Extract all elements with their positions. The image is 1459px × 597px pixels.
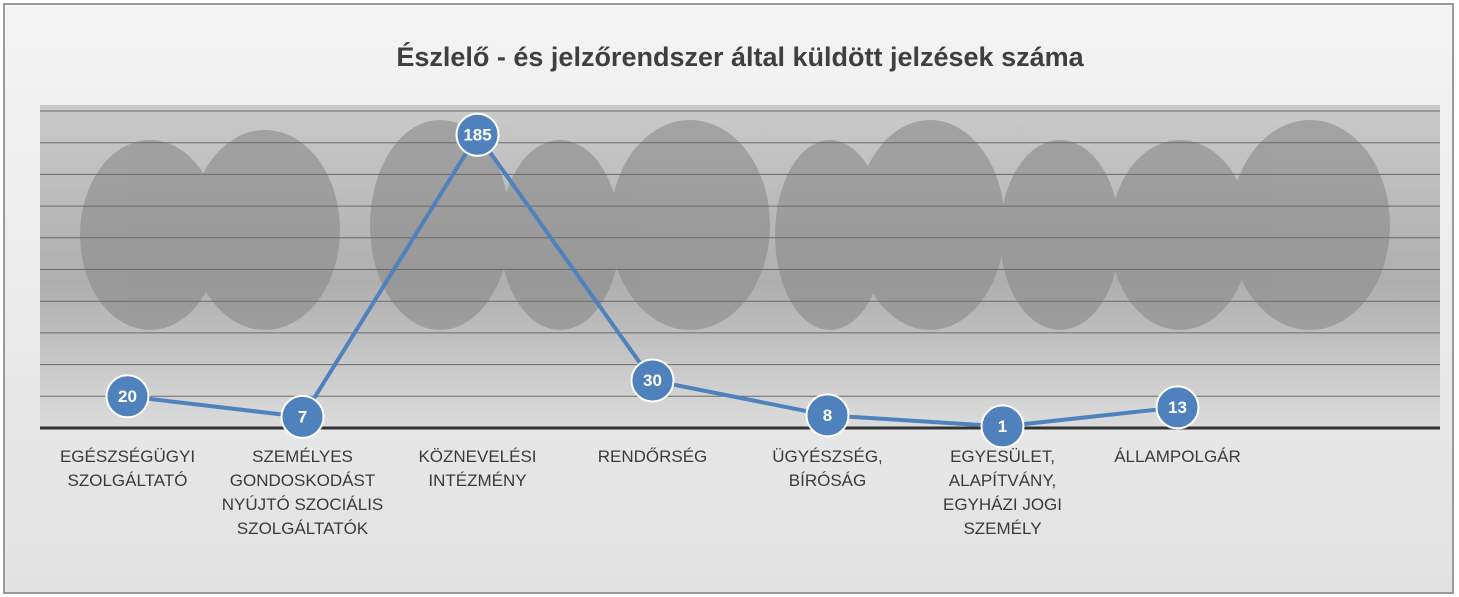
data-label: 8 [823,406,832,425]
data-label: 185 [463,125,491,144]
marker [630,358,675,403]
data-label: 7 [298,407,307,426]
x-tick-label: KÖZNEVELÉSI INTÉZMÉNY [418,447,537,490]
chart-title: Észlelő - és jelzőrendszer által küldött… [396,41,1084,72]
marker [980,404,1025,449]
marker [1155,385,1200,430]
marker [105,374,150,419]
x-tick-label: EGÉSZSÉGÜGYI SZOLGÁLTATÓ [59,447,196,490]
x-tick-label: RENDŐRSÉG [597,447,708,466]
data-label: 13 [1168,398,1187,417]
data-label: 30 [643,371,662,390]
x-tick-label: EGYESÜLET, ALAPÍTVÁNY, EGYHÁZI JOGI SZEM… [942,447,1063,538]
x-tick-label: SZEMÉLYES GONDOSKODÁST NYÚJTÓ SZOCIÁLIS … [221,447,384,538]
x-tick-label: ÁLLAMPOLGÁR [1114,447,1241,466]
data-label: 1 [998,417,1007,436]
marker [280,394,325,439]
marker [805,393,850,438]
silhouettes [80,120,1390,330]
x-tick-label: ÜGYÉSZSÉG, BÍRÓSÁG [772,447,883,490]
marker [455,112,500,157]
data-label: 20 [118,387,137,406]
